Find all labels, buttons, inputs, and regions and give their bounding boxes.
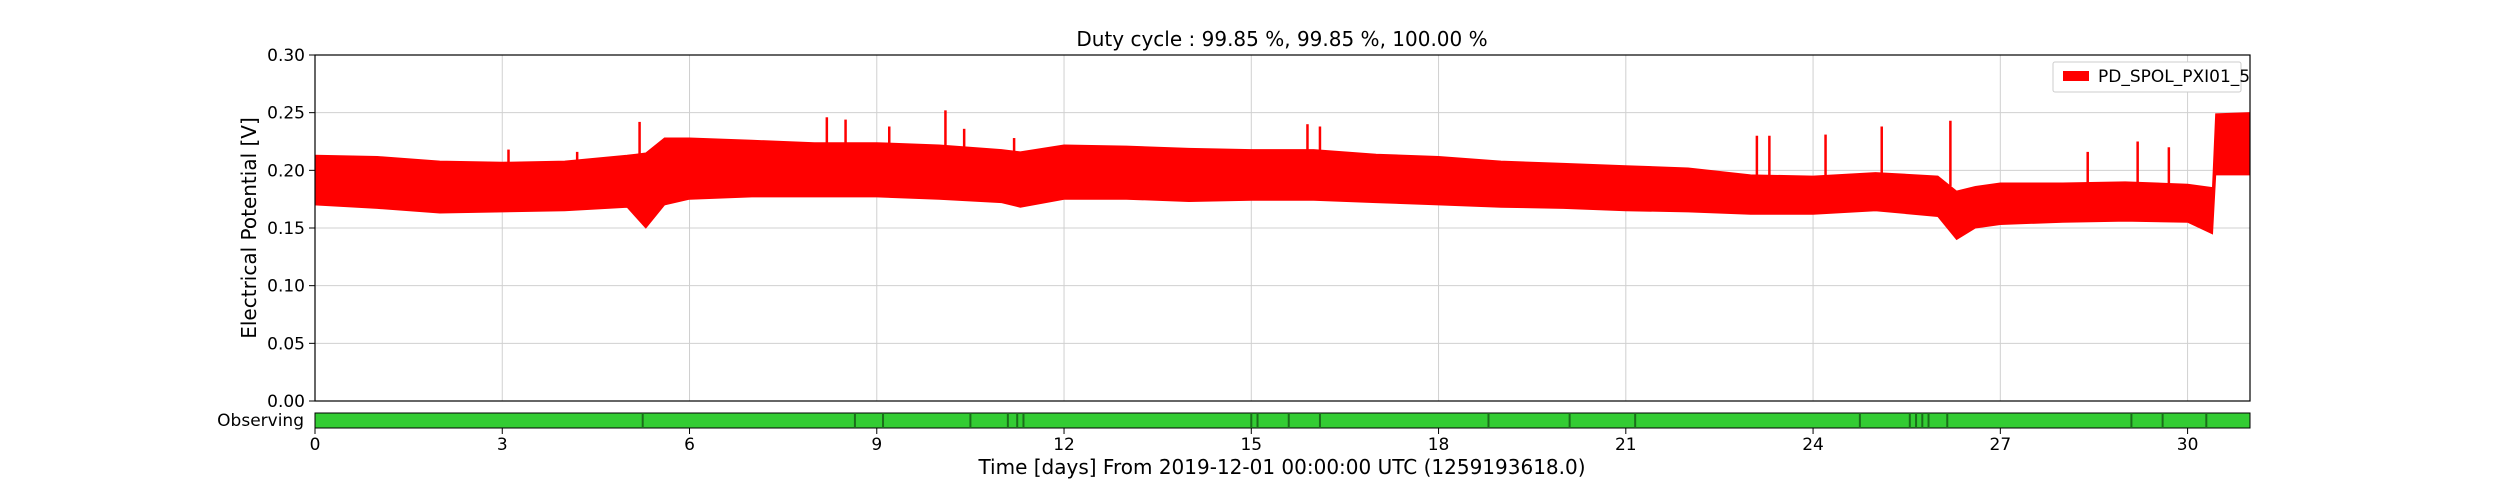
- state-bar-label: Observing: [217, 411, 304, 431]
- legend-box: [2052, 61, 2242, 93]
- y-axis: 0.00 0.05 0.10 0.15 0.20 0.25 0.30: [267, 46, 315, 412]
- chart-title: Duty cycle : 99.85 %, 99.85 %, 100.00 %: [1076, 27, 1487, 51]
- legend-label: PD_SPOL_PXI01_5: [2098, 67, 2250, 87]
- state-bar: [314, 412, 2251, 429]
- legend: PD_SPOL_PXI01_5: [2052, 61, 2250, 93]
- x-tick-label: 24: [1802, 435, 1824, 455]
- y-tick-label: 0.25: [267, 104, 305, 124]
- x-tick-label: 30: [2177, 435, 2199, 455]
- y-tick-label: 0.00: [267, 392, 305, 412]
- data-spikes: [376, 110, 2171, 187]
- y-tick-label: 0.20: [267, 161, 305, 181]
- y-tick-label: 0.15: [267, 219, 305, 239]
- y-tick-label: 0.10: [267, 277, 305, 297]
- x-tick-label: 27: [1990, 435, 2012, 455]
- x-tick-label: 9: [871, 435, 882, 455]
- x-tick-label: 15: [1240, 435, 1262, 455]
- x-tick-label: 0: [310, 435, 321, 455]
- y-tick-label: 0.30: [267, 46, 305, 66]
- legend-swatch: [2063, 71, 2089, 81]
- x-axis: 0 3 6 9 12 15 18 21 24 27 30: [310, 428, 2199, 455]
- x-tick-label: 18: [1428, 435, 1450, 455]
- y-tick-label: 0.05: [267, 334, 305, 354]
- x-tick-label: 3: [497, 435, 508, 455]
- x-tick-label: 21: [1615, 435, 1637, 455]
- state-bar-segment: [314, 412, 2251, 429]
- x-tick-label: 12: [1053, 435, 1075, 455]
- y-axis-label: Electrical Potential [V]: [237, 117, 261, 339]
- x-tick-label: 6: [684, 435, 695, 455]
- x-axis-label: Time [days] From 2019-12-01 00:00:00 UTC…: [977, 455, 1585, 479]
